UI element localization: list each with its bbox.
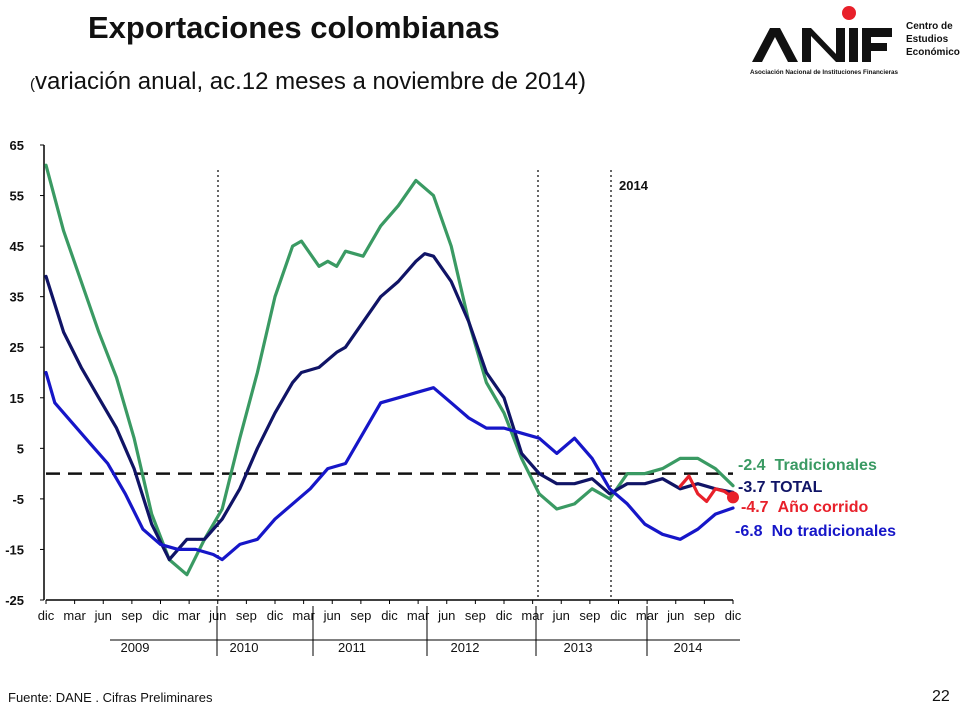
x-month-label: mar [521,608,544,623]
x-month-label: dic [610,608,627,623]
series-end-label: -3.7 TOTAL [738,479,823,496]
x-month-label: sep [694,608,715,623]
logo-red-dot-icon [842,6,856,20]
y-tick-label: 15 [10,391,24,406]
x-month-label: dic [152,608,169,623]
series-end-label: -6.8 No tradicionales [735,523,896,540]
y-tick-label: 55 [10,189,24,204]
y-tick-label: 35 [10,290,24,305]
series-end-name: Tradicionales [775,457,877,474]
x-month-label: jun [552,608,570,623]
x-month-label: sep [465,608,486,623]
logo-side-line-2: Estudios [906,34,949,45]
page-subtitle: (variación anual, ac.12 meses a noviembr… [30,68,586,96]
series-end-name: No tradicionales [772,523,897,540]
x-year-label: 2013 [564,640,593,655]
x-year-label: 2010 [230,640,259,655]
x-month-label: dic [381,608,398,623]
series-end-name: Año corrido [778,499,869,516]
x-month-label: mar [63,608,86,623]
x-month-label: jun [666,608,684,623]
y-tick-label: -5 [12,492,24,507]
series-end-label: -2.4 Tradicionales [738,457,877,474]
x-month-label: sep [236,608,257,623]
logo-tagline: Asociación Nacional de Instituciones Fin… [750,69,899,76]
x-month-label: sep [350,608,371,623]
series-line [44,370,735,562]
x-year-label: 2014 [674,640,703,655]
y-tick-label: 25 [10,340,24,355]
x-year-label: 2009 [121,640,150,655]
x-month-label: dic [496,608,513,623]
page-number: 22 [932,688,950,705]
logo-side-line-3: Económicos [906,47,960,58]
series-end-value: -3.7 [738,479,766,496]
series-line [678,474,735,503]
x-month-label: jun [323,608,341,623]
anif-logo: Asociación Nacional de Instituciones Fin… [750,6,960,76]
y-tick-label: 5 [17,441,24,456]
series-line [44,252,735,562]
x-month-label: sep [121,608,142,623]
y-tick-label: -25 [5,593,24,608]
x-month-label: mar [292,608,315,623]
x-month-label: dic [38,608,55,623]
logo-side-line-1: Centro de [906,21,953,32]
x-month-label: dic [267,608,284,623]
annotation-2014: 2014 [619,178,649,193]
x-month-label: jun [437,608,455,623]
series-end-name: TOTAL [771,479,823,496]
x-month-label: dic [725,608,742,623]
series-end-value: -2.4 [738,457,766,474]
y-tick-label: 65 [10,138,24,153]
series-end-value: -6.8 [735,523,763,540]
page-title: Exportaciones colombianas [88,10,500,45]
x-month-label: mar [407,608,430,623]
source-note: Fuente: DANE . Cifras Preliminares [8,690,213,705]
series-end-label: -4.7 Año corrido [741,499,868,516]
x-month-label: mar [178,608,201,623]
series-end-marker [727,491,739,504]
x-year-label: 2012 [451,640,480,655]
x-month-label: jun [94,608,112,623]
subtitle-open-paren: ( [30,76,35,93]
y-tick-label: 45 [10,239,24,254]
y-tick-label: -15 [5,542,24,557]
subtitle-text: variación anual, ac.12 meses a noviembre… [35,68,586,95]
x-month-label: sep [579,608,600,623]
series-end-value: -4.7 [741,499,769,516]
x-year-label: 2011 [338,640,366,655]
